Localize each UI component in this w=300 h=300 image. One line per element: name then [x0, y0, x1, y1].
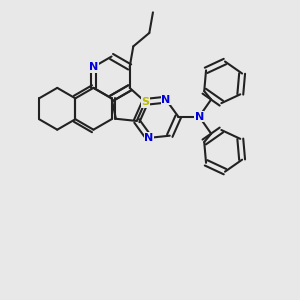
Text: N: N: [89, 62, 98, 72]
Text: S: S: [141, 97, 149, 107]
Text: N: N: [195, 112, 204, 122]
Text: N: N: [144, 133, 154, 143]
Text: N: N: [161, 95, 171, 105]
